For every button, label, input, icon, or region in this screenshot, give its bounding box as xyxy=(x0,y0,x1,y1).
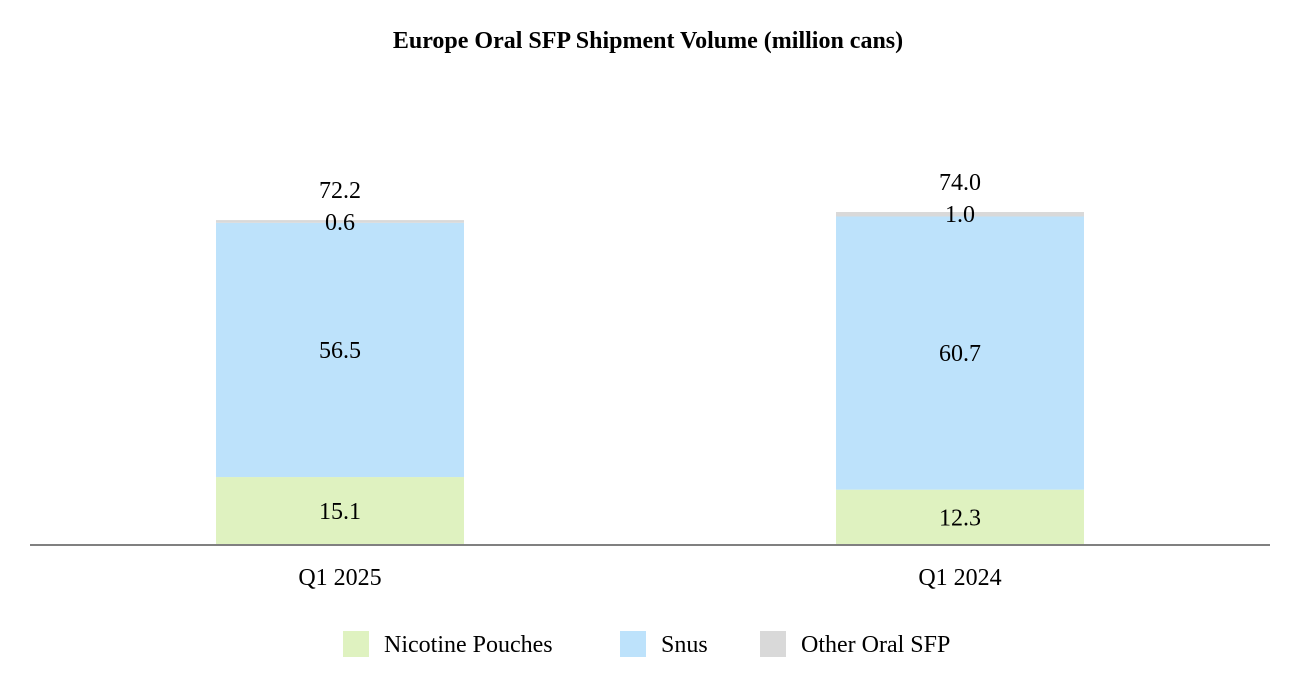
data-label-snus-q1-2024: 60.7 xyxy=(939,341,981,367)
data-label-other-oral-sfp-q1-2025: 0.6 xyxy=(325,210,355,236)
chart-title: Europe Oral SFP Shipment Volume (million… xyxy=(393,28,903,54)
x-tick-label-q1-2024: Q1 2024 xyxy=(918,565,1001,591)
bar-segment-other-oral-sfp-q1-2024 xyxy=(836,212,1084,217)
legend: Nicotine Pouches Snus Other Oral SFP xyxy=(343,631,950,658)
data-label-nicotine-pouches-q1-2024: 12.3 xyxy=(939,505,981,531)
data-label-other-oral-sfp-q1-2024: 1.0 xyxy=(945,202,975,228)
bars-layer xyxy=(216,212,1084,545)
bar-segment-snus-q1-2025 xyxy=(216,222,464,478)
legend-label-snus: Snus xyxy=(661,632,708,658)
legend-swatch-snus xyxy=(620,631,646,657)
legend-swatch-nicotine-pouches xyxy=(343,631,369,657)
bar-segment-snus-q1-2024 xyxy=(836,216,1084,490)
total-label-q1-2025: 72.2 xyxy=(319,178,361,204)
legend-label-nicotine-pouches: Nicotine Pouches xyxy=(384,632,553,658)
legend-swatch-other-oral-sfp xyxy=(760,631,786,657)
x-tick-label-q1-2025: Q1 2025 xyxy=(298,565,381,591)
bar-segment-nicotine-pouches-q1-2025 xyxy=(216,477,464,545)
bar-segment-nicotine-pouches-q1-2024 xyxy=(836,489,1084,545)
legend-label-other-oral-sfp: Other Oral SFP xyxy=(801,632,950,658)
data-label-snus-q1-2025: 56.5 xyxy=(319,338,361,364)
labels-layer: 15.1 56.5 0.6 72.2 12.3 60.7 1.0 74.0 xyxy=(319,170,981,531)
data-label-nicotine-pouches-q1-2025: 15.1 xyxy=(319,499,361,525)
total-label-q1-2024: 74.0 xyxy=(939,170,981,196)
bar-segment-other-oral-sfp-q1-2025 xyxy=(216,220,464,223)
x-axis-ticks: Q1 2025 Q1 2024 xyxy=(298,565,1001,591)
